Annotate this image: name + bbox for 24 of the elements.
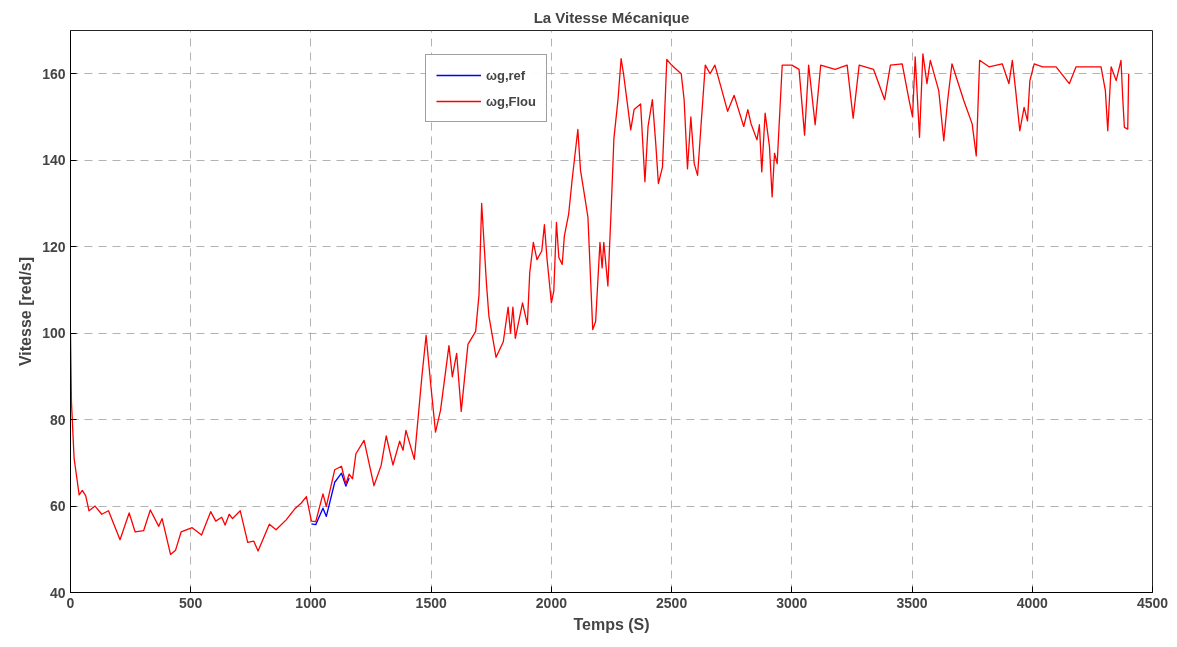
x-tick-label: 4500 xyxy=(1136,594,1169,611)
x-tick-label: 3500 xyxy=(896,594,928,611)
chart-title: La Vitesse Mécanique xyxy=(533,8,690,26)
x-tick-label: 3000 xyxy=(776,594,808,611)
x-tick-label: 500 xyxy=(179,594,203,611)
y-tick-label: 60 xyxy=(49,498,66,515)
y-tick-label: 120 xyxy=(42,238,66,255)
x-tick-label: 2500 xyxy=(656,594,688,611)
x-tick-label: 0 xyxy=(66,594,75,611)
line-series xyxy=(70,53,1130,556)
y-tick-label: 140 xyxy=(42,152,66,169)
legend-label: ωg,Flou xyxy=(486,93,536,109)
x-tick-label: 2000 xyxy=(535,594,568,611)
line-series xyxy=(310,472,350,526)
y-tick-label: 80 xyxy=(49,411,66,428)
y-tick-label: 40 xyxy=(49,584,66,601)
x-tick-label: 4000 xyxy=(1016,594,1049,611)
legend-label: ωg,ref xyxy=(486,67,526,83)
x-tick-label: 1500 xyxy=(415,594,447,611)
y-tick-label: 100 xyxy=(42,325,66,342)
y-tick-label: 160 xyxy=(42,65,66,82)
y-axis-title: Vitesse [red/s] xyxy=(17,256,35,367)
x-axis-title: Temps (S) xyxy=(573,615,650,633)
x-tick-label: 1000 xyxy=(295,594,327,611)
